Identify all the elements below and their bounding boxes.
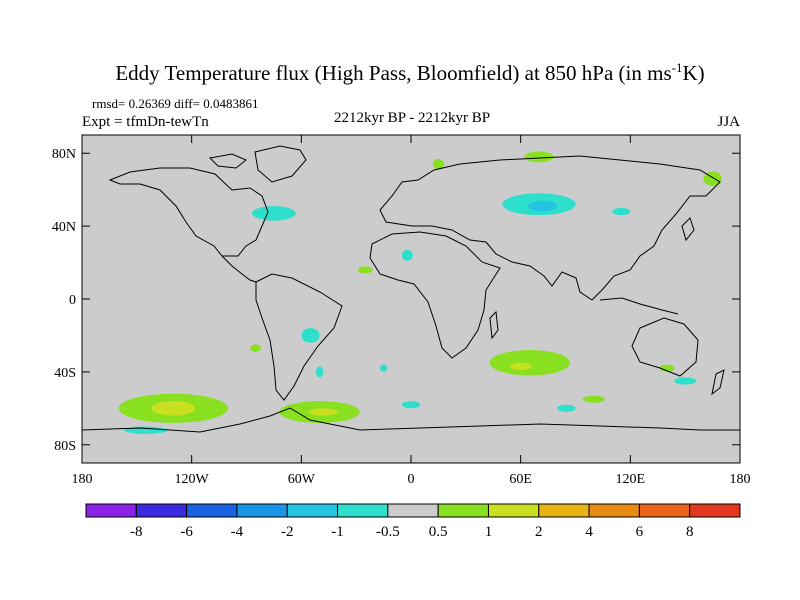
- y-tick-label: 40S: [54, 366, 76, 381]
- colorbar-swatch: [85, 503, 137, 518]
- canadian-archipelago-coast: [208, 153, 247, 169]
- x-tick-label: 180: [72, 472, 93, 487]
- anomaly-south-indian-ocean: [489, 350, 571, 376]
- colorbar-label: 8: [686, 524, 694, 540]
- anomaly-ross-sea: [124, 426, 168, 434]
- anomaly-north-pacific-asia: [612, 207, 631, 216]
- central-america-coast: [221, 255, 257, 283]
- greenland-coast: [254, 145, 307, 183]
- y-tick-label: 0: [69, 293, 76, 308]
- colorbar-label: -4: [231, 524, 244, 540]
- colorbar-label: 0.5: [429, 524, 448, 540]
- colorbar-swatch: [638, 503, 691, 518]
- colorbar-label: 6: [636, 524, 644, 540]
- colorbar-swatch: [538, 503, 590, 518]
- colorbar-swatch: [286, 503, 339, 518]
- colorbar-swatch: [135, 503, 188, 518]
- anomaly-south-america-central: [301, 328, 320, 343]
- indonesia-coast: [599, 297, 679, 315]
- colorbar-label: -0.5: [376, 524, 400, 540]
- chart-title: Eddy Temperature flux (High Pass, Bloomf…: [115, 60, 704, 85]
- anomaly-regions: [118, 151, 722, 434]
- colorbar-label: -2: [281, 524, 294, 540]
- x-tick-label: 180: [730, 472, 751, 487]
- x-tick-label: 60E: [509, 472, 532, 487]
- new-zealand-coast: [711, 369, 725, 396]
- anomaly-southern-ocean-90e: [557, 404, 576, 412]
- colorbar-swatch: [186, 503, 238, 518]
- anomaly-australia-east: [674, 377, 697, 385]
- y-tick-label: 80N: [52, 147, 76, 162]
- y-axis: 80N 40N 0 40S 80S: [52, 147, 740, 454]
- anomaly-southern-ocean-60e: [582, 395, 605, 403]
- anomaly-south-atlantic-west: [315, 366, 324, 378]
- anomaly-australia-south: [659, 364, 675, 372]
- europe-asia-coast: [379, 155, 721, 301]
- anomaly-east-pacific: [250, 344, 262, 352]
- y-tick-label: 80S: [54, 439, 76, 454]
- season-label: JJA: [717, 114, 740, 130]
- x-tick-label: 120W: [175, 472, 210, 487]
- x-tick-label: 120E: [616, 472, 646, 487]
- colorbar-swatch: [236, 503, 288, 518]
- coastlines: [81, 145, 740, 433]
- colorbar-label: -1: [331, 524, 344, 540]
- x-tick-label: 0: [408, 472, 415, 487]
- anomaly-north-atlantic-arctic: [432, 158, 444, 170]
- anomaly-north-africa: [401, 249, 413, 261]
- map-frame: [81, 134, 741, 464]
- anomaly-drake-passage-core: [308, 408, 338, 416]
- colorbar: -8 -6 -4 -2 -1 -0.5 0.5 1 2 4 6 8: [85, 503, 741, 540]
- anomaly-south-pacific-west-core: [151, 401, 196, 416]
- colorbar-swatch: [588, 503, 640, 518]
- x-tick-label: 60W: [288, 472, 316, 487]
- colorbar-swatch: [689, 503, 741, 518]
- colorbar-label: 4: [585, 524, 593, 540]
- period-label: 2212kyr BP - 2212kyr BP: [334, 110, 490, 126]
- anomaly-hudson-bay: [251, 206, 296, 221]
- colorbar-label: 2: [535, 524, 543, 540]
- colorbar-swatch: [337, 503, 389, 518]
- colorbar-swatch: [437, 503, 489, 518]
- experiment-label: Expt = tfmDn-tewTn: [82, 114, 209, 130]
- anomaly-southern-ocean-0: [401, 401, 421, 409]
- anomaly-west-africa: [357, 266, 373, 274]
- anomaly-central-asia-core: [527, 200, 558, 212]
- colorbar-swatch: [487, 503, 540, 518]
- colorbar-swatch: [387, 503, 439, 518]
- colorbar-label: 1: [485, 524, 493, 540]
- colorbar-label: -6: [180, 524, 193, 540]
- south-america-coast: [255, 273, 343, 401]
- australia-coast: [631, 317, 699, 377]
- japan-coast: [681, 217, 695, 242]
- anomaly-south-indian-ocean-core: [509, 362, 532, 371]
- stats-text: rmsd= 0.26369 diff= 0.0483861: [92, 96, 258, 111]
- x-axis: 180 120W 60W 0 60E 120E 180: [72, 135, 751, 487]
- y-tick-label: 40N: [52, 220, 76, 235]
- antarctica-coast: [81, 407, 740, 433]
- madagascar-coast: [489, 310, 499, 340]
- north-america-coast: [108, 167, 269, 257]
- anomaly-south-atlantic-east: [379, 364, 388, 372]
- africa-coast: [369, 231, 501, 359]
- colorbar-label: -8: [130, 524, 143, 540]
- anomaly-arctic-siberia: [524, 151, 554, 163]
